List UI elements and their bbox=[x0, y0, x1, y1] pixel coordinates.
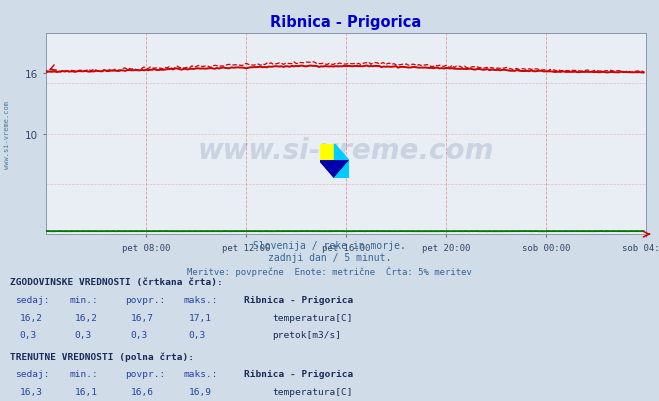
Text: maks.:: maks.: bbox=[183, 369, 217, 378]
Text: temperatura[C]: temperatura[C] bbox=[272, 387, 353, 396]
Polygon shape bbox=[335, 144, 349, 161]
Text: ZGODOVINSKE VREDNOSTI (črtkana črta):: ZGODOVINSKE VREDNOSTI (črtkana črta): bbox=[10, 277, 223, 286]
Text: min.:: min.: bbox=[69, 295, 98, 304]
Text: temperatura[C]: temperatura[C] bbox=[272, 313, 353, 322]
Text: www.si-vreme.com: www.si-vreme.com bbox=[198, 136, 494, 164]
Text: 16,2: 16,2 bbox=[20, 313, 43, 322]
Text: povpr.:: povpr.: bbox=[125, 369, 165, 378]
Text: 16,7: 16,7 bbox=[130, 313, 154, 322]
Text: zadnji dan / 5 minut.: zadnji dan / 5 minut. bbox=[268, 253, 391, 263]
Text: pretok[m3/s]: pretok[m3/s] bbox=[272, 331, 341, 340]
Text: 16,1: 16,1 bbox=[74, 387, 98, 396]
Text: TRENUTNE VREDNOSTI (polna črta):: TRENUTNE VREDNOSTI (polna črta): bbox=[10, 352, 194, 361]
Text: Slovenija / reke in morje.: Slovenija / reke in morje. bbox=[253, 241, 406, 251]
Text: 17,1: 17,1 bbox=[188, 313, 212, 322]
Title: Ribnica - Prigorica: Ribnica - Prigorica bbox=[270, 15, 422, 30]
Text: 16,6: 16,6 bbox=[130, 387, 154, 396]
Text: www.si-vreme.com: www.si-vreme.com bbox=[4, 100, 10, 168]
Text: 16,2: 16,2 bbox=[74, 313, 98, 322]
Text: sedaj:: sedaj: bbox=[15, 295, 49, 304]
Polygon shape bbox=[320, 144, 335, 161]
Text: 16,9: 16,9 bbox=[188, 387, 212, 396]
Text: Ribnica - Prigorica: Ribnica - Prigorica bbox=[244, 295, 353, 304]
Text: 0,3: 0,3 bbox=[130, 331, 148, 340]
Text: 16,3: 16,3 bbox=[20, 387, 43, 396]
Polygon shape bbox=[320, 161, 349, 178]
Text: sedaj:: sedaj: bbox=[15, 369, 49, 378]
Text: 0,3: 0,3 bbox=[74, 331, 92, 340]
Text: 0,3: 0,3 bbox=[188, 331, 206, 340]
Text: maks.:: maks.: bbox=[183, 295, 217, 304]
Text: min.:: min.: bbox=[69, 369, 98, 378]
Text: povpr.:: povpr.: bbox=[125, 295, 165, 304]
Polygon shape bbox=[335, 161, 349, 178]
Text: Ribnica - Prigorica: Ribnica - Prigorica bbox=[244, 369, 353, 378]
Text: Meritve: povprečne  Enote: metrične  Črta: 5% meritev: Meritve: povprečne Enote: metrične Črta:… bbox=[187, 265, 472, 276]
Text: 0,3: 0,3 bbox=[20, 331, 37, 340]
